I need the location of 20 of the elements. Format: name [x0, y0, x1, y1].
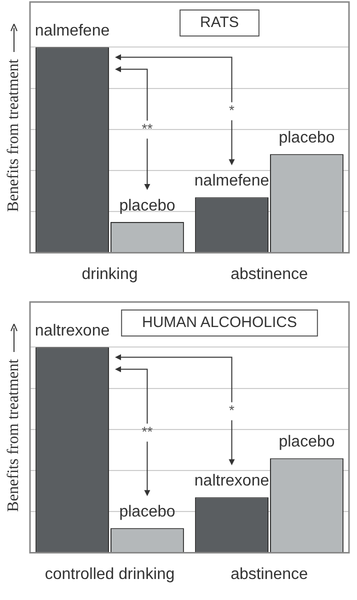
chart-title: HUMAN ALCOHOLICS — [142, 314, 298, 332]
annotation: ** — [142, 120, 154, 136]
series-label: placebo — [119, 504, 176, 521]
text: placebo — [278, 130, 335, 147]
x-tick-label: drinking — [82, 266, 138, 283]
series-label: placebo — [119, 197, 176, 214]
series-label: nalmefene — [34, 22, 110, 40]
y-axis-title: Benefits from treatment — [5, 58, 23, 212]
x-tick-label: abstinence — [230, 566, 308, 583]
series-label: naltrexone — [34, 322, 110, 340]
annotation: * — [229, 402, 236, 418]
text: placebo — [278, 434, 335, 451]
x-tick-label: controlled drinking — [44, 566, 175, 583]
annotation: * — [229, 102, 236, 118]
text: nalmefene — [194, 172, 270, 190]
x-tick-label: abstinence — [230, 266, 308, 283]
y-axis-title: Benefits from treatment — [5, 358, 23, 512]
annotation: ** — [142, 424, 154, 440]
text: naltrexone — [194, 472, 270, 490]
chart-title: RATS — [200, 14, 239, 32]
